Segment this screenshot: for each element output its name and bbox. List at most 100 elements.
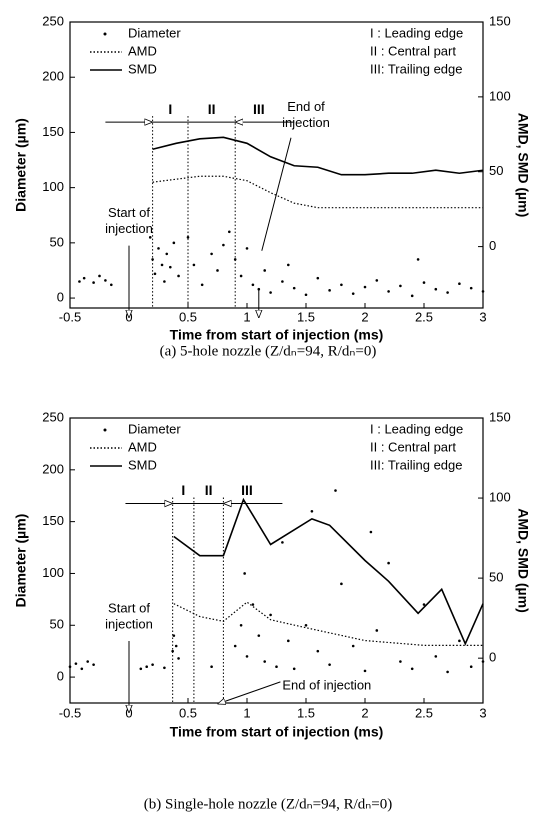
diameter-point (369, 530, 373, 534)
region-legend: II : Central part (370, 439, 456, 454)
diameter-point (340, 582, 343, 586)
x-tick-label: 0.5 (179, 309, 197, 324)
diameter-point (481, 660, 485, 663)
diameter-point (251, 603, 255, 606)
diameter-point (387, 290, 390, 293)
diameter-point (92, 281, 95, 284)
diameter-point (458, 639, 461, 643)
y-tick-label: 50 (50, 617, 64, 632)
diameter-point (469, 286, 473, 290)
y2-tick-label: 50 (489, 163, 503, 178)
diameter-point (80, 667, 84, 671)
diameter-point (351, 644, 355, 648)
diameter-point (292, 286, 296, 290)
x-tick-label: 1.5 (297, 309, 315, 324)
x-tick-label: -0.5 (59, 705, 81, 720)
legend-key (103, 32, 107, 36)
region-legend: III: Trailing edge (370, 61, 463, 76)
diameter-point (86, 660, 89, 663)
diameter-point (151, 258, 154, 261)
diameter-point (481, 290, 485, 293)
y2-tick-label: 150 (489, 13, 511, 28)
y2-tick-label: 0 (489, 650, 496, 665)
diameter-point (110, 283, 113, 287)
diameter-point (169, 265, 172, 269)
legend-label: AMD (128, 439, 157, 454)
diameter-point (222, 243, 225, 247)
diameter-point (210, 665, 213, 669)
diameter-point (139, 667, 143, 671)
diameter-point (263, 269, 267, 272)
diameter-point (145, 665, 148, 669)
diameter-point (410, 667, 414, 671)
diameter-point (78, 280, 81, 283)
diameter-point (422, 603, 426, 606)
legend-label: AMD (128, 43, 157, 58)
legend-label: SMD (128, 457, 157, 472)
diameter-point (340, 283, 343, 287)
diameter-point (281, 280, 284, 283)
plot-frame (69, 21, 484, 309)
diameter-point (287, 639, 290, 643)
diameter-point (163, 666, 166, 670)
x-tick-label: 2.5 (415, 705, 433, 720)
diameter-point (287, 263, 290, 267)
diameter-point (328, 663, 331, 666)
annotation: Start of (108, 600, 150, 615)
diameter-point (399, 660, 402, 663)
diameter-point (177, 657, 180, 660)
x-tick-label: 1.5 (297, 705, 315, 720)
diameter-point (469, 665, 473, 669)
diameter-point (157, 247, 160, 250)
diameter-point (148, 236, 152, 239)
diameter-point (165, 252, 169, 256)
diameter-point (153, 272, 157, 276)
diameter-point (233, 258, 237, 261)
diameter-point (446, 670, 449, 674)
diameter-point (269, 291, 272, 294)
region-label: III (241, 482, 253, 498)
y-tick-label: 100 (42, 179, 64, 194)
diameter-point (269, 613, 272, 617)
diameter-point (422, 281, 426, 284)
legend-label: Diameter (128, 25, 181, 40)
x-axis-title: Time from start of injection (ms) (170, 724, 384, 740)
y2-axis-title: AMD, SMD (µm) (515, 113, 531, 218)
diameter-point (82, 276, 86, 280)
diameter-point (275, 665, 278, 669)
y-tick-label: 250 (42, 13, 64, 28)
diameter-point (172, 634, 176, 637)
diameter-point (251, 283, 255, 287)
diameter-point (239, 623, 243, 627)
diameter-point (210, 252, 213, 256)
diameter-point (316, 276, 320, 280)
legend-label: SMD (128, 61, 157, 76)
diameter-point (304, 293, 308, 297)
annotation: End of (287, 99, 325, 114)
amd-line (173, 601, 483, 646)
region-label: II (208, 101, 216, 117)
diameter-point (104, 279, 107, 282)
y-tick-label: 200 (42, 461, 64, 476)
diameter-point (200, 283, 204, 287)
diameter-point (186, 236, 190, 239)
x-axis-title: Time from start of injection (ms) (170, 327, 384, 343)
smd-line (152, 136, 484, 176)
diameter-point (263, 660, 267, 663)
diameter-point (328, 289, 331, 292)
diameter-point (446, 291, 449, 294)
y-tick-label: 150 (42, 513, 64, 528)
diameter-point (245, 655, 249, 658)
diameter-point (171, 649, 174, 653)
annotation: injection (105, 616, 153, 631)
annotation: Start of (108, 205, 150, 220)
diameter-point (177, 274, 180, 278)
y2-tick-label: 50 (489, 570, 503, 585)
x-tick-label: 2 (361, 309, 368, 324)
diameter-point (363, 285, 367, 289)
y-tick-label: 200 (42, 69, 64, 84)
y-axis-title: Diameter (µm) (13, 514, 29, 608)
annotation-arrow (218, 681, 281, 704)
annotation: injection (105, 221, 153, 236)
diameter-point (351, 292, 355, 295)
